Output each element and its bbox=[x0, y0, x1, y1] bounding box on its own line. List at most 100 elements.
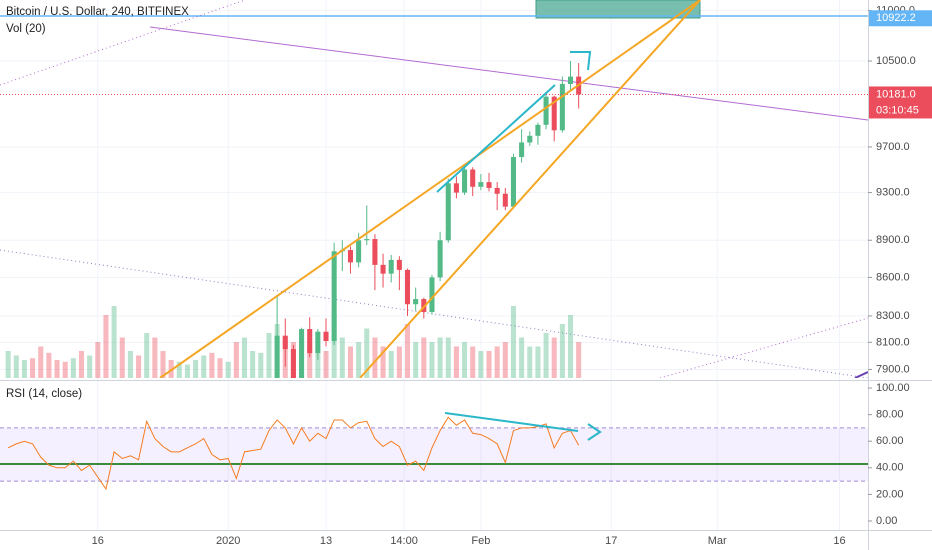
volume-bar bbox=[559, 324, 565, 378]
volume-bar bbox=[160, 351, 166, 378]
volume-bar bbox=[445, 337, 451, 378]
chart-title: Bitcoin / U.S. Dollar, 240, BITFINEX bbox=[6, 6, 189, 18]
volume-bar bbox=[250, 351, 256, 378]
last-price-tag bbox=[869, 86, 932, 119]
arrow bbox=[570, 51, 592, 71]
y-tick-label: 9700.0 bbox=[876, 141, 910, 153]
candle-body bbox=[421, 299, 427, 313]
volume-bar bbox=[241, 337, 248, 378]
volume-bar bbox=[315, 351, 321, 378]
volume-bar bbox=[5, 351, 11, 378]
volume-bar bbox=[54, 360, 60, 378]
volume-bar bbox=[519, 337, 525, 378]
volume-bar bbox=[95, 342, 101, 378]
candle-body bbox=[396, 259, 402, 270]
candle-body bbox=[307, 329, 313, 354]
candle-body bbox=[445, 183, 451, 241]
x-tick-label: Feb bbox=[471, 535, 490, 547]
rsi-tick-label: 100.00 bbox=[876, 382, 910, 394]
y-tick-label: 8300.0 bbox=[876, 310, 910, 322]
candle-body bbox=[559, 83, 565, 131]
candle-body bbox=[87, 482, 92, 490]
candle-body bbox=[470, 169, 476, 187]
volume-bar bbox=[421, 337, 427, 378]
level-label: 10922.2 bbox=[876, 12, 916, 24]
volume-bar bbox=[30, 358, 36, 378]
rsi-tick-label: 0.00 bbox=[876, 515, 897, 527]
level-tag bbox=[869, 10, 932, 27]
volume-bar bbox=[494, 346, 500, 378]
volume-bar bbox=[388, 351, 394, 378]
volume-bar bbox=[46, 352, 52, 378]
candle-body bbox=[380, 264, 386, 274]
candle-body bbox=[486, 182, 492, 188]
x-tick-label: 14:00 bbox=[390, 535, 418, 547]
volume-bar bbox=[225, 361, 231, 378]
candle-body bbox=[453, 183, 459, 193]
rsi-tick-label: 40.00 bbox=[876, 462, 904, 474]
volume-bar bbox=[339, 337, 345, 378]
price-pane bbox=[0, 0, 868, 550]
candle-body bbox=[535, 124, 541, 136]
grid bbox=[0, 0, 868, 530]
drawing-line bbox=[659, 317, 868, 378]
y-tick-label: 8600.0 bbox=[876, 271, 910, 283]
candle-body bbox=[331, 251, 337, 342]
candle-body bbox=[404, 269, 411, 305]
rsi-tick-label: 60.00 bbox=[876, 435, 904, 447]
volume-bar bbox=[470, 346, 476, 378]
volume-bar bbox=[543, 333, 549, 378]
candle-body bbox=[462, 169, 468, 193]
candle-body bbox=[413, 299, 419, 305]
volume-bar bbox=[258, 352, 264, 378]
volume-bar bbox=[193, 360, 199, 378]
volume-bar bbox=[429, 342, 435, 378]
countdown-label: 03:10:45 bbox=[876, 104, 919, 116]
volume-bar bbox=[437, 337, 443, 378]
volume-bar bbox=[323, 351, 329, 378]
candle-body bbox=[282, 335, 288, 350]
candle-body bbox=[494, 187, 500, 194]
candle-body bbox=[103, 519, 108, 550]
x-tick-label: 16 bbox=[92, 535, 104, 547]
volume-bar bbox=[567, 315, 574, 378]
candle-body bbox=[437, 240, 443, 278]
volume-bar bbox=[87, 355, 93, 378]
rsi-line bbox=[7, 416, 580, 491]
drawing-line bbox=[149, 26, 868, 121]
volume-bar bbox=[347, 346, 353, 378]
volume-bar bbox=[413, 342, 419, 378]
volume-bar bbox=[111, 306, 117, 378]
volume-bar bbox=[233, 342, 239, 378]
zone-rectangle bbox=[535, 0, 701, 19]
volume-bar bbox=[478, 351, 484, 378]
volume-bar bbox=[527, 346, 533, 378]
candle-body bbox=[290, 349, 296, 378]
candle-body bbox=[274, 335, 280, 378]
candle-body bbox=[527, 135, 533, 143]
arrow bbox=[587, 423, 602, 441]
candle-body bbox=[543, 96, 549, 125]
candle-body bbox=[502, 193, 508, 207]
volume-bar bbox=[364, 328, 370, 378]
x-tick-label: 16 bbox=[833, 535, 845, 547]
rsi-tick-label: 20.00 bbox=[876, 488, 904, 500]
y-tick-label: 8100.0 bbox=[876, 336, 910, 348]
volume-bar bbox=[127, 351, 133, 378]
volume-bar bbox=[380, 346, 386, 378]
volume-bar bbox=[70, 358, 76, 378]
candle-body bbox=[551, 96, 557, 131]
wedge-line bbox=[159, 0, 701, 378]
candle-body bbox=[364, 239, 370, 241]
volume-bars bbox=[5, 306, 582, 378]
rsi-band bbox=[0, 427, 868, 482]
candle-body bbox=[30, 423, 35, 424]
candle-body bbox=[478, 182, 484, 187]
candle-body bbox=[388, 259, 394, 274]
volume-bar bbox=[217, 358, 223, 378]
volume-label: Vol (20) bbox=[6, 23, 46, 35]
volume-bar bbox=[453, 346, 459, 378]
volume-bar bbox=[62, 361, 68, 378]
drawing-line bbox=[0, 0, 246, 86]
candle-body bbox=[356, 240, 362, 263]
